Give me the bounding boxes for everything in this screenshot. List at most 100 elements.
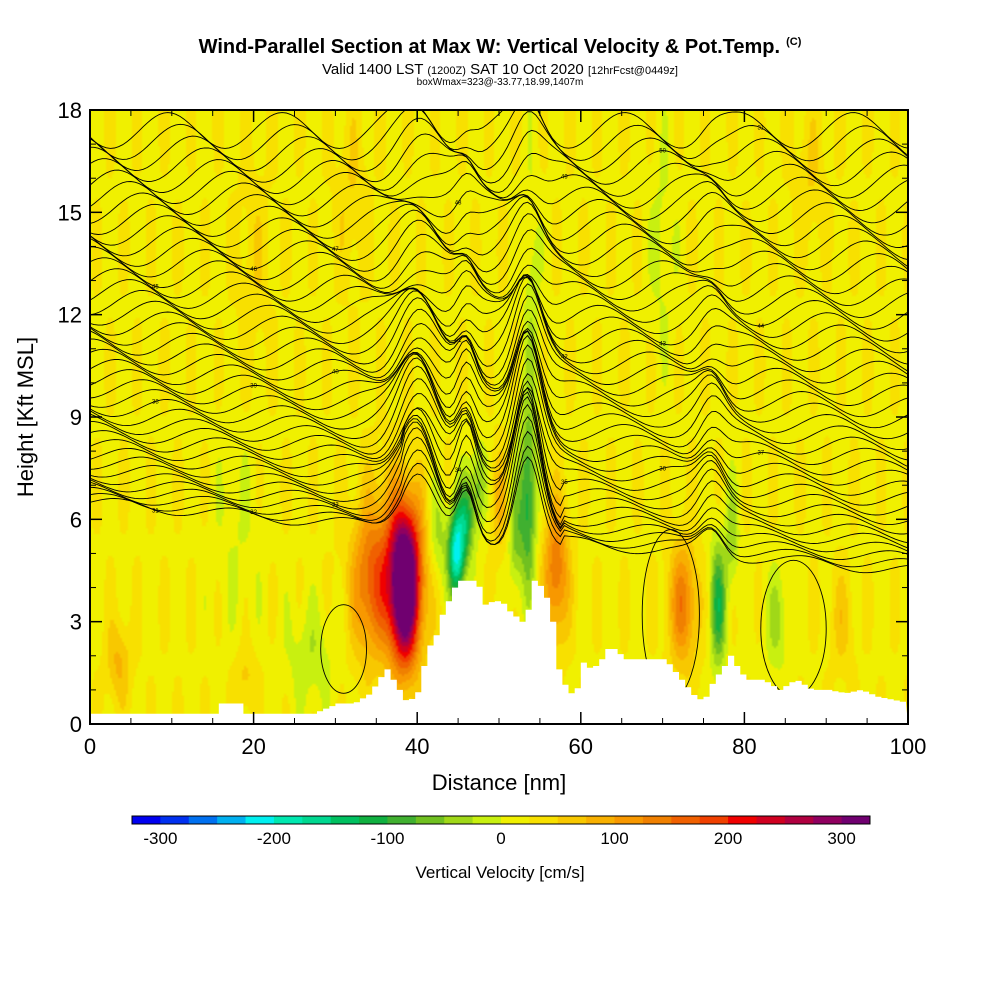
isentrope-line (90, 330, 908, 451)
isentrope-line (90, 430, 908, 561)
colorbar-swatch (302, 816, 332, 824)
isentrope-label: 36 (659, 466, 666, 472)
isentrope-line (90, 445, 908, 568)
colorbar-swatch (359, 816, 388, 824)
x-tick-label: 20 (241, 734, 265, 759)
isentrope-label: 31 (757, 126, 764, 132)
isentrope-line (90, 213, 908, 283)
isentrope-label: 46 (250, 267, 257, 273)
y-tick-label: 12 (58, 303, 82, 328)
colorbar-tick-label: -200 (257, 829, 291, 848)
copyright-mark: (C) (786, 36, 802, 49)
isentrope-line (90, 344, 908, 476)
isentrope-label: 47 (332, 247, 339, 253)
colorbar-swatch (273, 816, 303, 824)
isentrope-line (90, 260, 908, 318)
isentrope-label: 33 (332, 503, 339, 509)
x-axis-label: Distance [nm] (432, 770, 567, 795)
isentrope-line (90, 380, 908, 516)
terrain-profile (90, 580, 908, 724)
colorbar-swatch (245, 816, 275, 824)
colorbar-swatch (132, 816, 161, 824)
isentrope-label: 34 (455, 468, 462, 474)
isentrope-line (90, 269, 908, 330)
isentrope-line (90, 172, 908, 224)
colorbar-swatch (756, 816, 786, 824)
isentrope-line (90, 152, 908, 199)
isentrope-line (90, 320, 908, 418)
colorbar-swatch (671, 816, 701, 824)
isentrope-line (90, 330, 908, 440)
colorbar-swatch (784, 816, 814, 824)
isentrope-line (90, 391, 908, 535)
isentrope-label: 50 (659, 149, 666, 155)
isentrope-line (90, 373, 908, 496)
isentrope-label: 49 (561, 175, 568, 181)
x-tick-label: 80 (732, 734, 756, 759)
isentrope-label: 41 (455, 338, 462, 344)
isentrope-line (90, 229, 908, 295)
zero-w-contour (320, 604, 367, 694)
isentrope-line (90, 110, 908, 162)
isentrope-line (90, 161, 908, 211)
isentrope-line (90, 275, 908, 354)
isentrope-label: 48 (455, 201, 462, 207)
isentrope-line (90, 195, 908, 261)
isentrope-label: 32 (250, 510, 257, 516)
colorbar-swatch (586, 816, 616, 824)
colorbar-frame (131, 815, 871, 825)
isentrope-line (90, 283, 908, 384)
isentrope-label: 40 (332, 370, 339, 376)
isentrope-line (90, 295, 908, 395)
x-tick-label: 0 (84, 734, 96, 759)
isentrope-label: 37 (757, 451, 764, 457)
isentrope-line (90, 415, 908, 553)
y-tick-label: 9 (70, 405, 82, 430)
colorbar-swatch (387, 816, 417, 824)
colorbar-swatch (841, 816, 871, 824)
colorbar-swatch (813, 816, 843, 824)
isentrope-line (90, 194, 908, 248)
colorbar-swatch (444, 816, 474, 824)
colorbar-label: Vertical Velocity [cm/s] (415, 863, 585, 882)
colorbar-tick-label: 100 (600, 829, 628, 848)
colorbar-tick-label: 300 (827, 829, 855, 848)
y-tick-label: 0 (70, 712, 82, 737)
y-axis-label: Height [Kft MSL] (13, 337, 38, 497)
isentrope-line (90, 403, 908, 549)
box-max-info: boxWmax=323@-33.77,18.99,1407m (416, 77, 584, 88)
chart-title: Wind-Parallel Section at Max W: Vertical… (198, 36, 802, 58)
colorbar-swatch (330, 816, 360, 824)
isentrope-line (90, 396, 908, 544)
colorbar-swatch (217, 816, 247, 824)
colorbar-swatch (501, 816, 530, 824)
isentrope-line (90, 330, 908, 461)
y-tick-label: 15 (58, 200, 82, 225)
potential-temperature-contours: 31 32 33 34 35 36 37 38 39 40 41 42 43 44 45 46 47 48 49 50… (90, 110, 908, 574)
y-tick-label: 3 (70, 610, 82, 635)
y-tick-label: 18 (58, 98, 82, 123)
isentrope-label: 45 (152, 284, 159, 290)
colorbar-swatch (472, 816, 502, 824)
isentrope-label: 38 (152, 399, 159, 405)
colorbar-swatch (415, 816, 445, 824)
x-tick-label: 40 (405, 734, 429, 759)
colorbar-swatch (699, 816, 729, 824)
isentrope-line (90, 386, 908, 506)
isentrope-label: 42 (561, 355, 568, 361)
x-tick-label: 100 (890, 734, 927, 759)
isentrope-label: 35 (561, 480, 568, 486)
colorbar-tick-label: -100 (370, 829, 404, 848)
valid-time-line: Valid 1400 LST (1200Z) SAT 10 Oct 2020 [… (322, 61, 678, 78)
isentrope-line (90, 387, 908, 526)
colorbar-swatch (642, 816, 672, 824)
colorbar-swatch (728, 816, 757, 824)
colorbar-swatch (160, 816, 190, 824)
colorbar: -300 -200 -100 0 100 200 300 (131, 815, 871, 848)
isentrope-line (90, 111, 908, 174)
isentrope-line (90, 201, 908, 271)
isentrope-line (90, 357, 908, 486)
isentrope-label: 31 (152, 508, 159, 514)
colorbar-tick-label: -300 (143, 829, 177, 848)
